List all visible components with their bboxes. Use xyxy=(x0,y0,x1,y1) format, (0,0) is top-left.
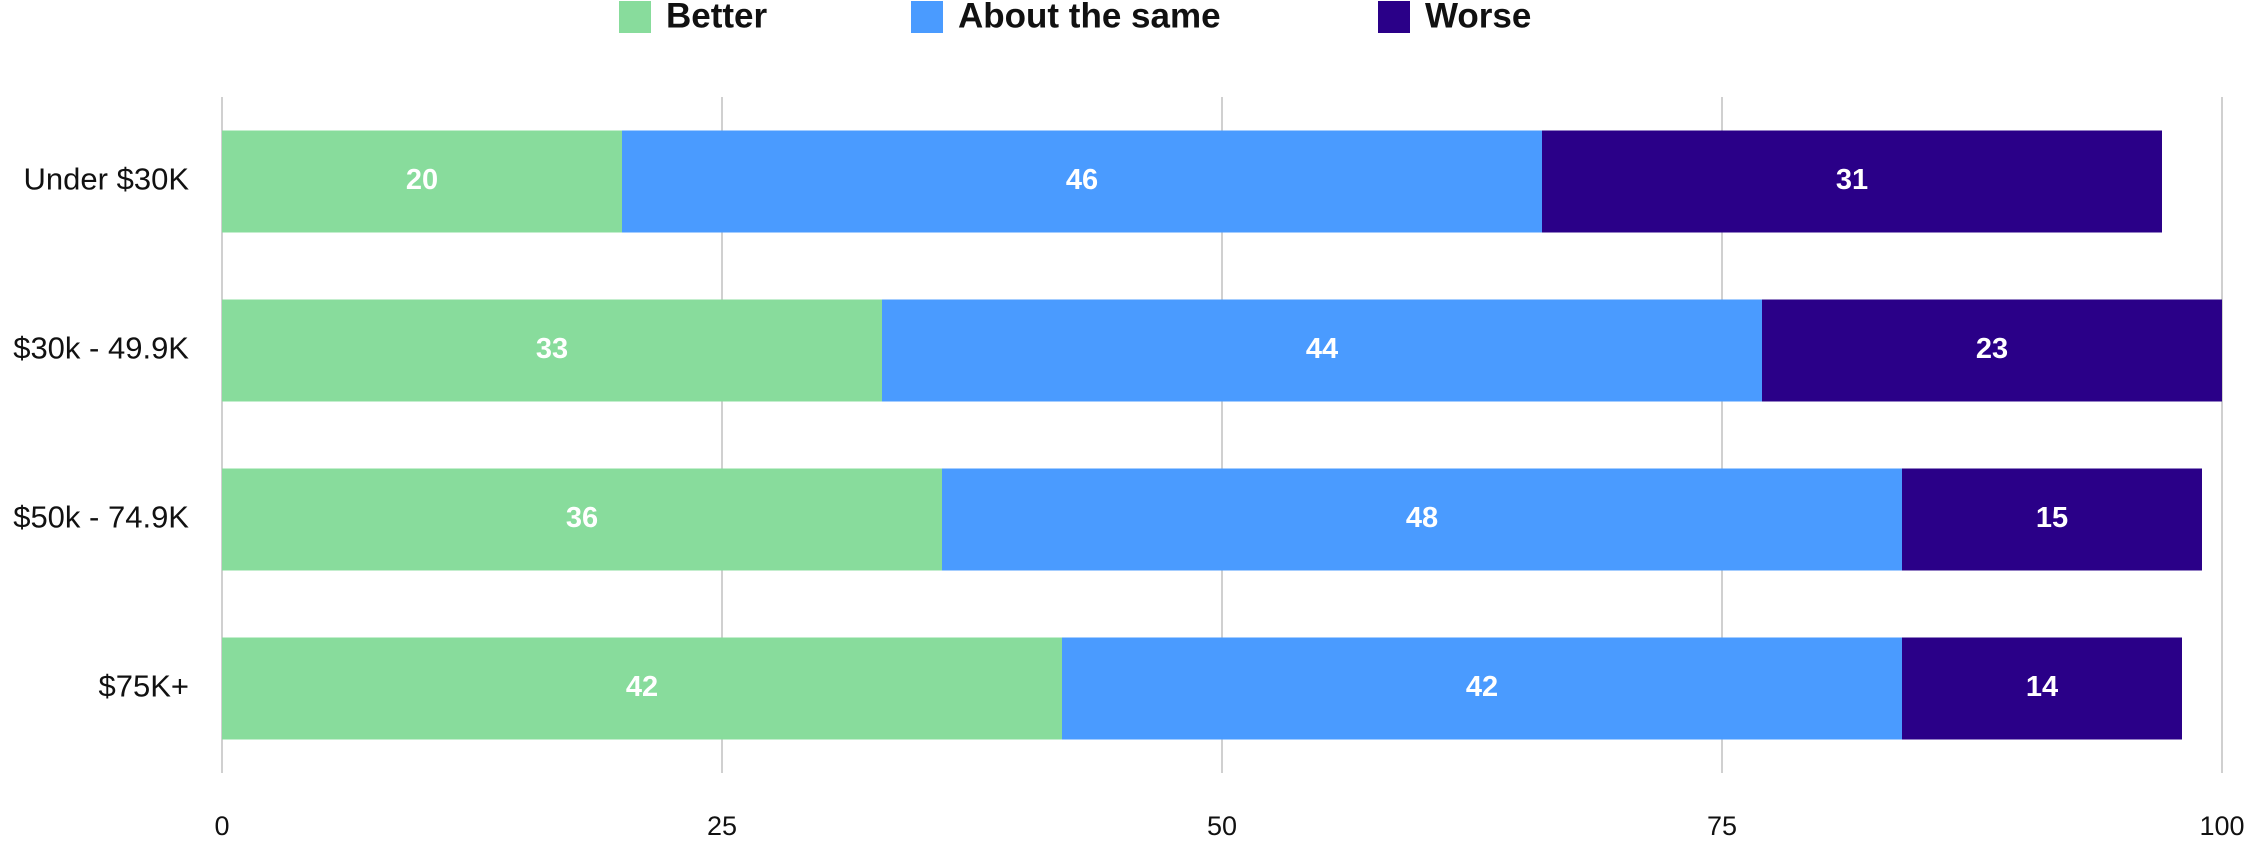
y-tick-label: $30k - 49.9K xyxy=(13,331,189,366)
legend-label: Better xyxy=(666,0,768,35)
data-label: 20 xyxy=(406,164,438,196)
bar-segment xyxy=(882,299,1762,402)
x-tick-label: 0 xyxy=(214,811,229,841)
bar-segment xyxy=(222,299,882,402)
data-label: 48 xyxy=(1406,502,1438,534)
legend-swatch xyxy=(619,1,651,33)
y-tick-label: $75K+ xyxy=(98,669,189,704)
bar-segment xyxy=(222,468,942,571)
bar-segment xyxy=(1062,637,1902,740)
x-tick-label: 25 xyxy=(707,811,737,841)
bar-segment xyxy=(622,130,1542,233)
data-label: 44 xyxy=(1306,333,1338,365)
legend-label: Worse xyxy=(1425,0,1531,35)
bar-segment xyxy=(222,637,1062,740)
bar-segment xyxy=(1542,130,2162,233)
y-tick-label: $50k - 74.9K xyxy=(13,500,189,535)
bar-segment xyxy=(1902,468,2202,571)
bar-segment xyxy=(942,468,1902,571)
y-tick-label: Under $30K xyxy=(24,162,190,197)
x-tick-label: 50 xyxy=(1207,811,1237,841)
data-label: 33 xyxy=(536,333,568,365)
data-label: 23 xyxy=(1976,333,2008,365)
bar-segment xyxy=(222,130,622,233)
data-label: 14 xyxy=(2026,671,2058,703)
data-label: 36 xyxy=(566,502,598,534)
legend-label: About the same xyxy=(958,0,1221,35)
bar-segment xyxy=(1762,299,2222,402)
data-label: 42 xyxy=(1466,671,1498,703)
legend-swatch xyxy=(1378,1,1410,33)
data-label: 31 xyxy=(1836,164,1868,196)
data-label: 15 xyxy=(2036,502,2068,534)
data-label: 42 xyxy=(626,671,658,703)
data-label: 46 xyxy=(1066,164,1098,196)
x-tick-label: 75 xyxy=(1707,811,1737,841)
legend-swatch xyxy=(911,1,943,33)
bar-segment xyxy=(1902,637,2182,740)
x-tick-label: 100 xyxy=(2199,811,2244,841)
